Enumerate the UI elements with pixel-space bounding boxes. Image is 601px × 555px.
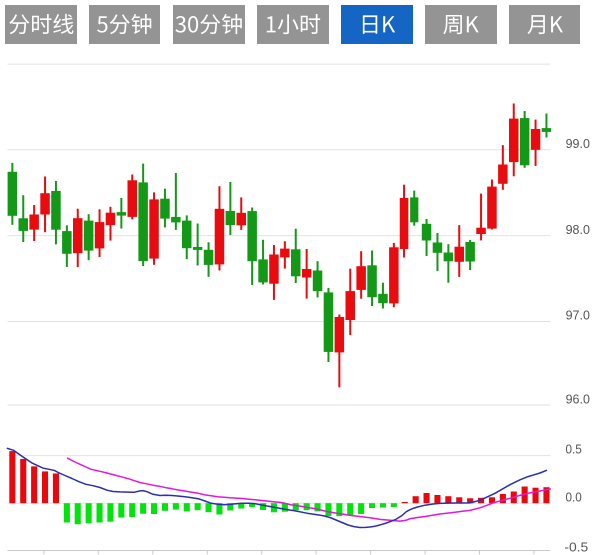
svg-text:0.5: 0.5 — [566, 441, 582, 456]
svg-text:97.0: 97.0 — [566, 308, 590, 323]
svg-text:0.0: 0.0 — [566, 489, 582, 504]
svg-text:96.0: 96.0 — [566, 391, 590, 406]
svg-text:98.0: 98.0 — [566, 222, 590, 237]
svg-text:99.0: 99.0 — [566, 136, 590, 151]
svg-text:-0.5: -0.5 — [564, 540, 588, 555]
